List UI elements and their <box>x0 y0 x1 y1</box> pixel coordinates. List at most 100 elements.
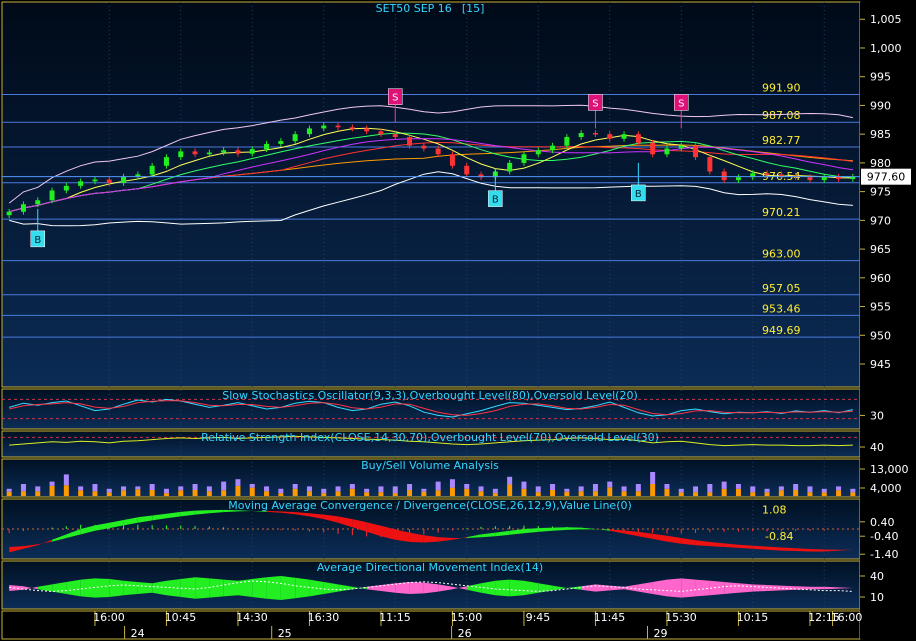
candle[interactable] <box>378 128 384 138</box>
adx-fill <box>652 579 667 597</box>
bollinger-upper <box>8 104 853 204</box>
volume-bar-buy <box>621 491 627 496</box>
candle-body <box>135 174 141 177</box>
candle[interactable] <box>392 131 398 140</box>
buy-signal-marker[interactable]: B <box>30 230 45 248</box>
candle[interactable] <box>750 170 756 181</box>
candle[interactable] <box>20 201 26 215</box>
volume-bar-buy <box>807 492 813 496</box>
candle[interactable] <box>192 148 198 158</box>
candle[interactable] <box>735 174 741 184</box>
sell-signal-marker[interactable]: S <box>588 94 603 111</box>
candle[interactable] <box>521 151 527 166</box>
candle[interactable] <box>850 173 856 182</box>
candle[interactable] <box>535 147 541 158</box>
macd-fill <box>37 539 53 546</box>
candle[interactable] <box>678 142 684 152</box>
candle[interactable] <box>421 142 427 152</box>
candle-body <box>206 152 212 155</box>
candle[interactable] <box>564 134 570 149</box>
candle[interactable] <box>292 131 298 144</box>
candle[interactable] <box>449 151 455 169</box>
candle[interactable] <box>578 130 584 140</box>
y-tick-label: -0.40 <box>870 530 898 543</box>
candle[interactable] <box>92 176 98 185</box>
candle[interactable] <box>836 173 842 182</box>
signal-box <box>30 230 45 248</box>
candle-body <box>693 145 699 158</box>
volume-bar-buy <box>221 490 227 496</box>
candle[interactable] <box>807 174 813 184</box>
candle[interactable] <box>821 173 827 184</box>
volume-bar-buy <box>35 491 41 496</box>
candle[interactable] <box>693 142 699 161</box>
candle[interactable] <box>435 145 441 158</box>
candle[interactable] <box>106 176 112 186</box>
candle[interactable] <box>707 154 713 175</box>
candle-body <box>378 131 384 135</box>
candle-body <box>449 154 455 166</box>
candle[interactable] <box>621 131 627 142</box>
level-label: 982.77 <box>762 134 801 147</box>
candle[interactable] <box>650 139 656 158</box>
candle[interactable] <box>464 162 470 178</box>
sell-signal-marker[interactable]: S <box>388 88 403 105</box>
candle-body <box>578 133 584 138</box>
volume-bar-buy <box>178 490 184 496</box>
candle[interactable] <box>407 134 413 149</box>
candle[interactable] <box>35 197 41 208</box>
buy-signal-marker[interactable]: B <box>488 190 503 207</box>
candle[interactable] <box>163 154 169 169</box>
volume-bar-sell <box>249 484 255 488</box>
volume-bar-buy <box>492 493 498 496</box>
adx-fill <box>524 580 539 596</box>
candle[interactable] <box>507 160 513 175</box>
candle-body <box>635 134 641 143</box>
candle[interactable] <box>335 122 341 131</box>
candle[interactable] <box>721 168 727 184</box>
candle[interactable] <box>149 162 155 178</box>
indicator-panel <box>1 388 861 430</box>
candle[interactable] <box>121 173 127 186</box>
candle[interactable] <box>49 187 55 204</box>
adx-fill <box>123 580 138 596</box>
volume-bar-sell <box>278 488 284 494</box>
macd-value-label: -0.84 <box>765 530 793 543</box>
candle-body <box>535 150 541 155</box>
sell-signal-marker[interactable]: S <box>674 94 689 111</box>
candle[interactable] <box>664 145 670 158</box>
candle[interactable] <box>278 138 284 147</box>
candle[interactable] <box>178 148 184 161</box>
candle-body <box>264 143 270 150</box>
adx-fill <box>738 583 753 593</box>
candle[interactable] <box>235 147 241 157</box>
candle[interactable] <box>306 125 312 138</box>
candle[interactable] <box>607 131 613 142</box>
candle[interactable] <box>63 183 69 194</box>
buy-signal-marker[interactable]: B <box>631 184 646 202</box>
candle[interactable] <box>6 208 12 219</box>
candle[interactable] <box>550 142 556 154</box>
candle[interactable] <box>764 170 770 178</box>
candle[interactable] <box>78 178 84 189</box>
candle[interactable] <box>206 149 212 158</box>
candle[interactable] <box>592 130 598 138</box>
candle[interactable] <box>264 141 270 152</box>
volume-bar-buy <box>92 491 98 496</box>
candle[interactable] <box>135 171 141 180</box>
candle[interactable] <box>635 131 641 146</box>
candle[interactable] <box>349 124 355 132</box>
candle[interactable] <box>364 125 370 135</box>
candle[interactable] <box>321 122 327 132</box>
y-tick-label: 980 <box>870 157 891 170</box>
candle[interactable] <box>221 147 227 156</box>
candle[interactable] <box>249 146 255 157</box>
volume-bar-sell <box>135 486 141 490</box>
y-tick-label: 955 <box>870 301 891 314</box>
candle[interactable] <box>478 171 484 181</box>
macd-fill <box>552 527 567 531</box>
candle[interactable] <box>778 171 784 179</box>
macd-value: 1.08 <box>762 504 787 517</box>
stoch-d-line <box>9 400 853 416</box>
